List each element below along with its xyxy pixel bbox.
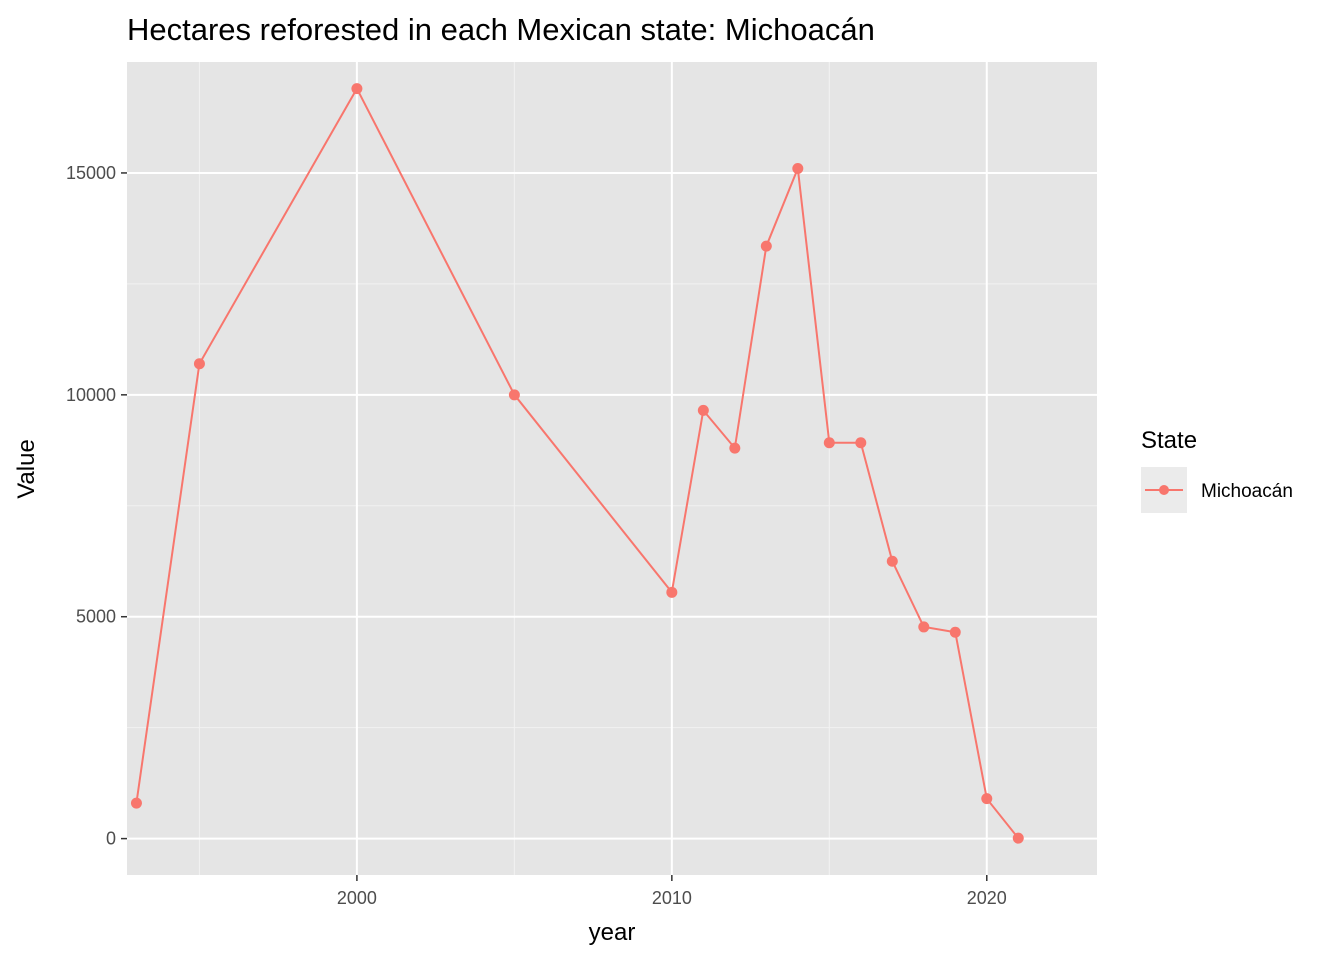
x-axis-title: year (589, 919, 636, 946)
x-axis: 2000 2010 2020 (337, 875, 1007, 908)
data-point (855, 437, 867, 449)
data-point (1012, 832, 1024, 844)
data-point (760, 240, 772, 252)
legend-key-point (1159, 485, 1169, 495)
x-tick-label: 2020 (967, 888, 1007, 908)
data-point (949, 626, 961, 638)
major-gridlines (127, 62, 1097, 875)
legend: State Michoacán (1141, 427, 1293, 513)
data-point (697, 404, 709, 416)
y-tick-label: 15000 (66, 163, 116, 183)
data-point (981, 793, 993, 805)
y-tick-label: 5000 (76, 607, 116, 627)
legend-title: State (1141, 427, 1197, 454)
y-axis: 0 5000 10000 15000 (66, 163, 127, 849)
series-layer (130, 83, 1024, 844)
x-tick-label: 2000 (337, 888, 377, 908)
y-tick-label: 10000 (66, 385, 116, 405)
data-point (508, 389, 520, 401)
data-point (918, 621, 930, 633)
series-line (135, 86, 1020, 839)
x-tick-label: 2010 (652, 888, 692, 908)
data-point (823, 437, 835, 449)
legend-label: Michoacán (1201, 481, 1293, 502)
data-point (666, 586, 678, 598)
data-point (729, 442, 741, 454)
y-tick-label: 0 (106, 829, 116, 849)
y-axis-title: Value (13, 439, 40, 499)
data-point (886, 555, 898, 567)
data-point (351, 83, 363, 95)
minor-gridlines (127, 62, 1097, 875)
data-point (130, 797, 142, 809)
data-point (193, 358, 205, 370)
data-point (792, 163, 804, 175)
chart-title: Hectares reforested in each Mexican stat… (127, 12, 875, 47)
plot-panel (127, 62, 1097, 875)
